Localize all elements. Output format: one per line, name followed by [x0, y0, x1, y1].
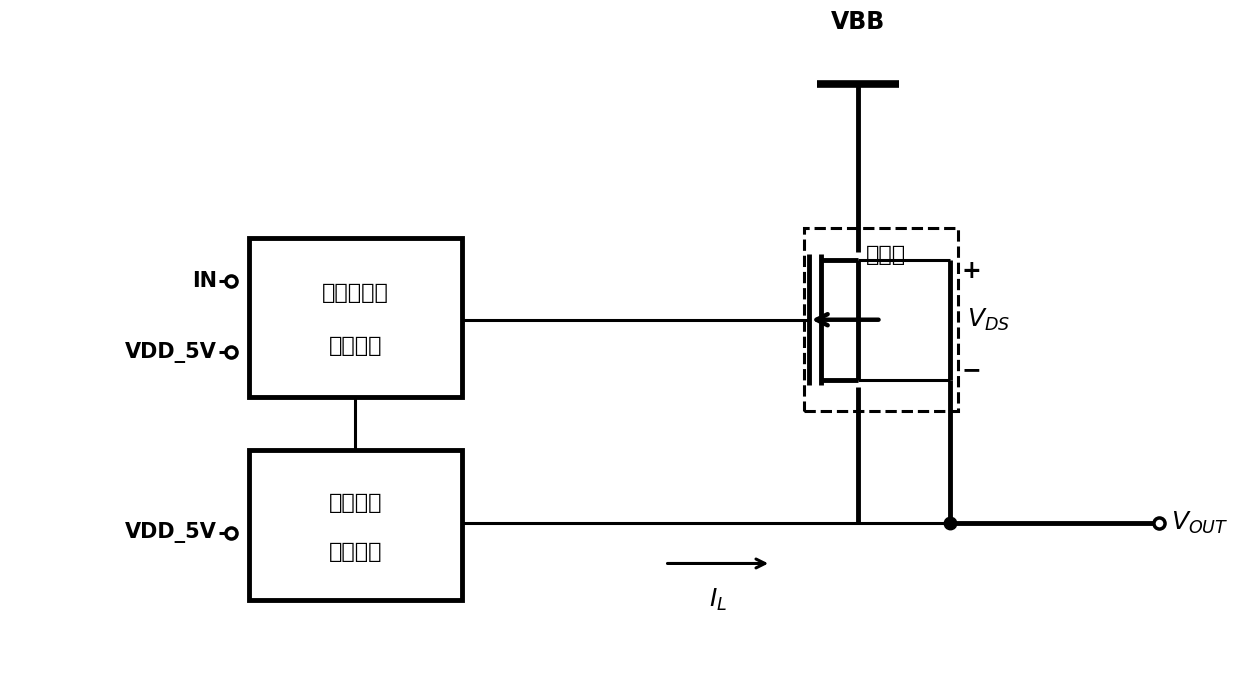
Text: 驱动模块: 驱动模块: [328, 336, 382, 356]
Text: VDD_5V: VDD_5V: [125, 522, 217, 543]
Bar: [249, 238, 462, 397]
Text: $I_L$: $I_L$: [709, 587, 727, 614]
Text: −: −: [961, 358, 981, 382]
Bar: [804, 228, 958, 411]
Text: 功率管: 功率管: [866, 245, 906, 265]
Text: +: +: [961, 259, 981, 283]
Text: 功率管栅极: 功率管栅极: [322, 283, 389, 303]
Text: IN: IN: [192, 270, 217, 291]
Text: VDD_5V: VDD_5V: [125, 342, 217, 363]
Text: $V_{OUT}$: $V_{OUT}$: [1171, 510, 1228, 536]
Text: 输出负压: 输出负压: [328, 493, 382, 513]
Text: VBB: VBB: [831, 10, 885, 34]
Text: 钳位模块: 钳位模块: [328, 542, 382, 563]
Bar: [249, 450, 462, 600]
Text: $V_{DS}$: $V_{DS}$: [968, 306, 1011, 333]
